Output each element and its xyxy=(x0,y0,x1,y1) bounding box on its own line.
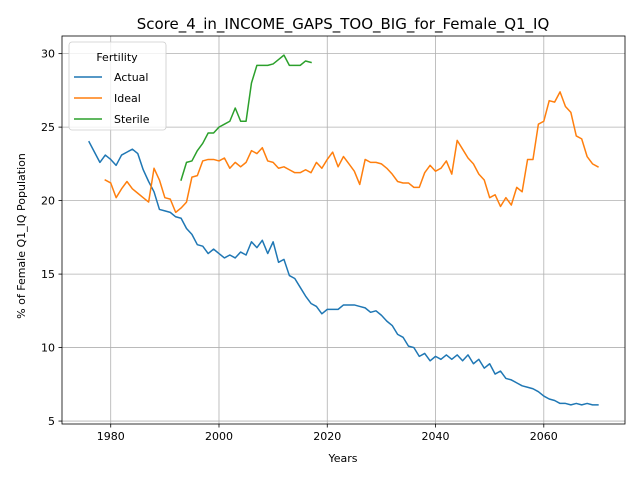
x-tick-label: 2020 xyxy=(313,430,341,443)
y-tick-label: 15 xyxy=(41,268,55,281)
x-axis-ticks: 1980 2000 2020 2040 2060 xyxy=(97,424,558,443)
legend-title: Fertility xyxy=(96,51,138,64)
chart-title: Score_4_in_INCOME_GAPS_TOO_BIG_for_Femal… xyxy=(137,15,550,34)
y-tick-label: 20 xyxy=(41,195,55,208)
legend-label-ideal: Ideal xyxy=(114,92,141,105)
legend-label-sterile: Sterile xyxy=(114,113,150,126)
legend: Fertility Actual Ideal Sterile xyxy=(68,41,167,131)
series-line-ideal xyxy=(104,91,599,214)
y-tick-label: 10 xyxy=(41,342,55,355)
axes-frame xyxy=(61,35,626,425)
y-axis-ticks: 5 10 15 20 25 30 xyxy=(41,48,62,428)
y-tick-label: 25 xyxy=(41,121,55,134)
x-tick-label: 1980 xyxy=(97,430,125,443)
x-tick-label: 2040 xyxy=(422,430,450,443)
legend-box xyxy=(68,41,167,131)
legend-entries: Actual Ideal Sterile xyxy=(74,71,150,126)
y-axis-label: % of Female Q1_IQ Population xyxy=(15,153,28,319)
x-axis-label: Years xyxy=(327,452,357,465)
y-tick-label: 30 xyxy=(41,48,55,61)
series-line-actual xyxy=(88,140,599,406)
series-lines xyxy=(88,54,599,406)
x-tick-label: 2000 xyxy=(205,430,233,443)
x-tick-label: 2060 xyxy=(530,430,558,443)
y-tick-label: 5 xyxy=(48,415,55,428)
legend-label-actual: Actual xyxy=(114,71,148,84)
series-line-sterile xyxy=(180,54,312,181)
grid-lines xyxy=(62,36,625,424)
